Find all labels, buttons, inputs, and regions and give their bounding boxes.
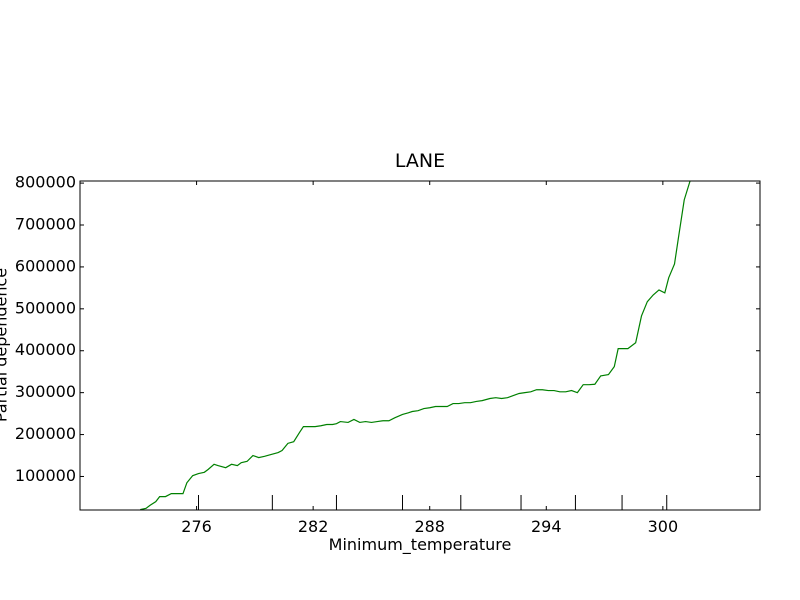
y-tick-label: 800000 <box>15 173 76 192</box>
y-tick-label: 700000 <box>15 215 76 234</box>
y-tick-label: 400000 <box>15 340 76 359</box>
plot-frame <box>79 180 761 511</box>
x-tick-label: 288 <box>414 517 445 536</box>
x-axis-label: Minimum_temperature <box>329 535 512 555</box>
y-tick-label: 100000 <box>15 466 76 485</box>
x-tick-label: 300 <box>648 517 679 536</box>
chart-title: LANE <box>395 150 445 172</box>
y-tick-label: 500000 <box>15 298 76 317</box>
data-line <box>140 181 691 510</box>
plot-area <box>140 181 691 510</box>
x-tick-label: 282 <box>298 517 329 536</box>
y-tick-label: 200000 <box>15 424 76 443</box>
x-tick-label: 276 <box>181 517 212 536</box>
y-axis-label: Partial dependence <box>0 268 11 422</box>
x-tick-label: 294 <box>531 517 562 536</box>
y-tick-label: 300000 <box>15 382 76 401</box>
y-tick-label: 600000 <box>15 256 76 275</box>
